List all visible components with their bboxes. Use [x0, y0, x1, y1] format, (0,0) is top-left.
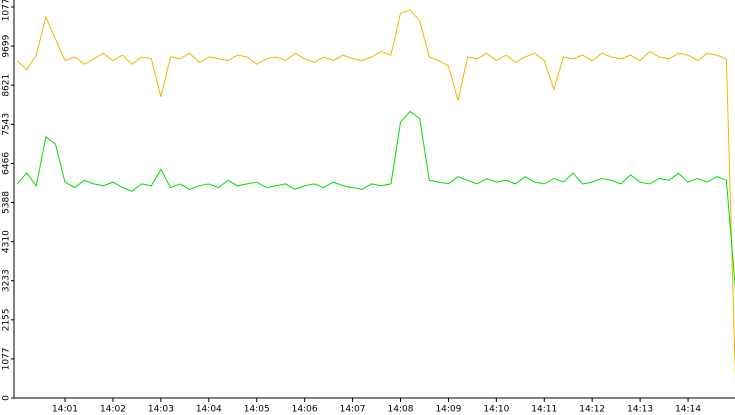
y-tick-label: 3233: [2, 269, 12, 292]
y-tick-label: 9699: [2, 34, 12, 57]
y-tick-label: 4310: [2, 230, 12, 253]
y-tick-label: 6466: [2, 152, 12, 175]
x-tick-label: 14:07: [340, 405, 366, 415]
x-tick-label: 14:13: [627, 405, 653, 415]
x-tick-label: 14:01: [52, 405, 78, 415]
x-tick-label: 14:05: [244, 405, 270, 415]
x-tick-label: 14:08: [388, 405, 414, 415]
x-tick-label: 14:06: [292, 405, 318, 415]
x-tick-label: 14:11: [531, 405, 557, 415]
y-tick-label: 7543: [2, 113, 12, 136]
y-tick-label: 0: [2, 395, 12, 401]
series-line: [16, 110, 735, 291]
x-tick-label: 14:03: [148, 405, 174, 415]
x-tick-label: 14:04: [196, 405, 222, 415]
x-tick-label: 14:09: [435, 405, 461, 415]
y-tick-label: 1077: [2, 347, 12, 370]
x-tick-label: 14:10: [483, 405, 509, 415]
y-tick-label: 8621: [2, 74, 12, 97]
x-tick-label: 14:14: [675, 405, 701, 415]
y-tick-label: 2155: [2, 308, 12, 331]
x-tick-label: 14:12: [579, 405, 605, 415]
y-tick-label: 5388: [2, 191, 12, 214]
y-tick-label: 10777: [2, 0, 12, 21]
x-tick-label: 14:02: [100, 405, 126, 415]
series-line: [16, 9, 735, 381]
